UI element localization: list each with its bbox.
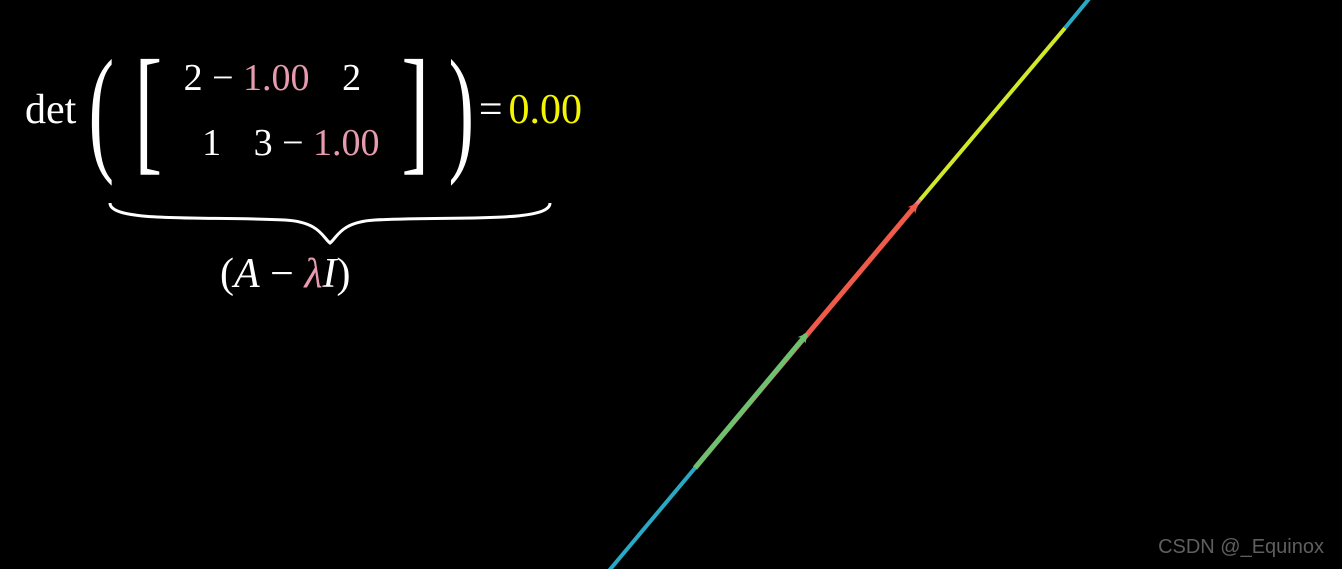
watermark: CSDN @_Equinox	[1158, 536, 1324, 559]
anno-I: I	[323, 251, 337, 297]
cell-a22: 3 − 1.00	[247, 121, 387, 165]
brace-path	[110, 203, 550, 243]
a22-prefix: 3	[254, 122, 273, 164]
anno-close: )	[337, 251, 351, 297]
matrix-row-2: 1 3 − 1.00	[177, 113, 387, 173]
cell-a11: 2 − 1.00	[177, 56, 317, 100]
cell-a12: 2	[317, 56, 387, 100]
anno-open: (	[220, 251, 234, 297]
a11-op: −	[203, 57, 243, 99]
matrix-row-1: 2 − 1.00 2	[177, 48, 387, 108]
a11-lambda: 1.00	[243, 57, 310, 99]
paren-open: (	[89, 47, 115, 173]
axis-yellow-upper	[920, 28, 1065, 200]
a11-prefix: 2	[184, 57, 203, 99]
annotation-label: (A − λI)	[220, 250, 351, 298]
anno-lambda: λ	[304, 251, 322, 297]
underbrace	[105, 198, 555, 258]
matrix-body: 2 − 1.00 2 1 3 − 1.00	[172, 45, 392, 175]
a22-lambda: 1.00	[313, 122, 380, 164]
bracket-close: ]	[401, 47, 429, 173]
vector-green	[695, 335, 806, 468]
result-value: 0.00	[509, 86, 583, 134]
a22-op: −	[273, 122, 313, 164]
anno-minus: −	[260, 251, 305, 297]
anno-A: A	[234, 251, 260, 297]
determinant-formula: det ( [ 2 − 1.00 2 1 3 − 1.00 ] ) = 0.00	[25, 45, 582, 175]
paren-close: )	[449, 47, 475, 173]
cell-a21: 1	[177, 121, 247, 165]
det-label: det	[25, 86, 76, 134]
equals-sign: =	[479, 86, 503, 134]
axis-blue-upper	[1065, 0, 1125, 28]
brace-svg	[105, 198, 555, 258]
bracket-open: [	[134, 47, 162, 173]
axis-blue-lower	[530, 468, 695, 569]
